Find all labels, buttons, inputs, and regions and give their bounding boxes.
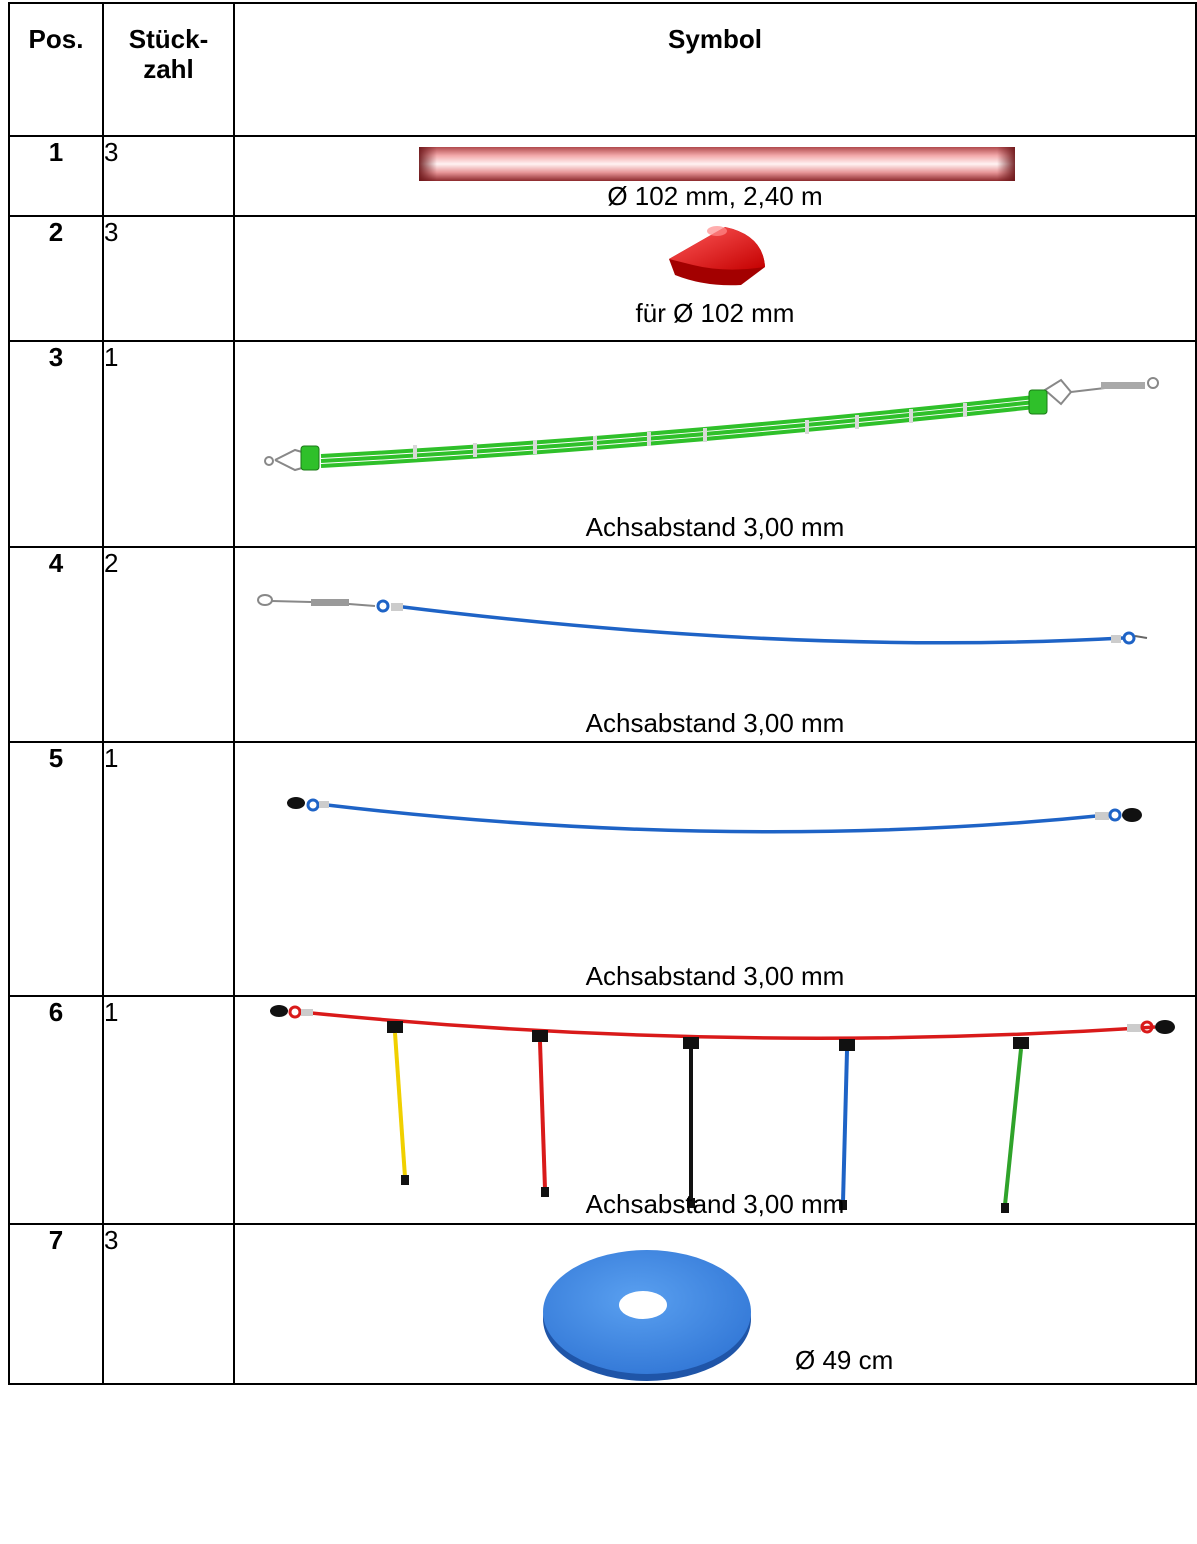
table-row: 4 2 Achsabstand 3,00 mm [8, 546, 1197, 743]
row-pos: 5 [8, 741, 104, 997]
red-cap-icon [669, 226, 765, 286]
red-rope-hanging-ropes-icon [270, 1005, 1175, 1213]
row-qty: 1 [102, 995, 235, 1225]
row-symbol-cell: Achsabstand 3,00 mm [233, 995, 1197, 1225]
row-symbol-cell: für Ø 102 mm [233, 215, 1197, 342]
row-symbol-cell: Achsabstand 3,00 mm [233, 340, 1197, 548]
table-row: 5 1 Achsabstand 3,00 mm [8, 741, 1197, 997]
row-pos: 7 [8, 1223, 104, 1385]
row-symbol-cell: Achsabstand 3,00 mm [233, 546, 1197, 743]
hanging-rope-black [683, 1037, 699, 1208]
header-qty: Stück- zahl [102, 2, 235, 137]
row-pos: 6 [8, 995, 104, 1225]
row-qty: 3 [102, 215, 235, 342]
blue-rope-tensioner-icon [257, 594, 1148, 645]
table-row: 2 3 für Ø 102 mm [8, 215, 1197, 342]
row-caption: Ø 49 cm [795, 1345, 894, 1375]
row-symbol-cell: Achsabstand 3,00 mm [233, 741, 1197, 997]
row-qty: 2 [102, 546, 235, 743]
table-row: 1 3 [8, 135, 1197, 217]
row-qty: 3 [102, 1223, 235, 1385]
row-pos: 2 [8, 215, 104, 342]
row-pos: 4 [8, 546, 104, 743]
row-qty: 1 [102, 741, 235, 997]
row-qty: 3 [102, 135, 235, 217]
row-pos: 1 [8, 135, 104, 217]
hanging-rope-red [532, 1030, 549, 1197]
red-tube-icon [419, 147, 1015, 181]
green-triple-rope-icon [264, 377, 1159, 472]
hanging-rope-yellow [387, 1021, 409, 1185]
row-caption: Ø 102 mm, 2,40 m [607, 181, 823, 211]
table-row: 7 3 Ø 49 cm [8, 1223, 1197, 1385]
row-caption: Achsabstand 3,00 mm [585, 708, 845, 738]
row-symbol-cell: Ø 102 mm, 2,40 m [233, 135, 1197, 217]
hanging-rope-green [1001, 1037, 1029, 1213]
row-caption: für Ø 102 mm [635, 298, 795, 328]
row-qty: 1 [102, 340, 235, 548]
row-symbol-cell: Ø 49 cm [233, 1223, 1197, 1385]
row-pos: 3 [8, 340, 104, 548]
hanging-rope-blue [839, 1039, 855, 1210]
header-symbol: Symbol [233, 2, 1197, 137]
blue-disc-icon [543, 1250, 751, 1381]
header-pos: Pos. [8, 2, 104, 137]
parts-table: Pos. Stück- zahl Symbol 1 3 [8, 2, 1197, 1385]
table-header-row: Pos. Stück- zahl Symbol [8, 2, 1197, 137]
table-row: 3 1 [8, 340, 1197, 548]
table-row: 6 1 [8, 995, 1197, 1225]
row-caption: Achsabstand 3,00 mm [585, 1189, 845, 1219]
blue-rope-icon [287, 797, 1142, 834]
row-caption: Achsabstand 3,00 mm [585, 512, 845, 542]
row-caption: Achsabstand 3,00 mm [585, 961, 845, 991]
